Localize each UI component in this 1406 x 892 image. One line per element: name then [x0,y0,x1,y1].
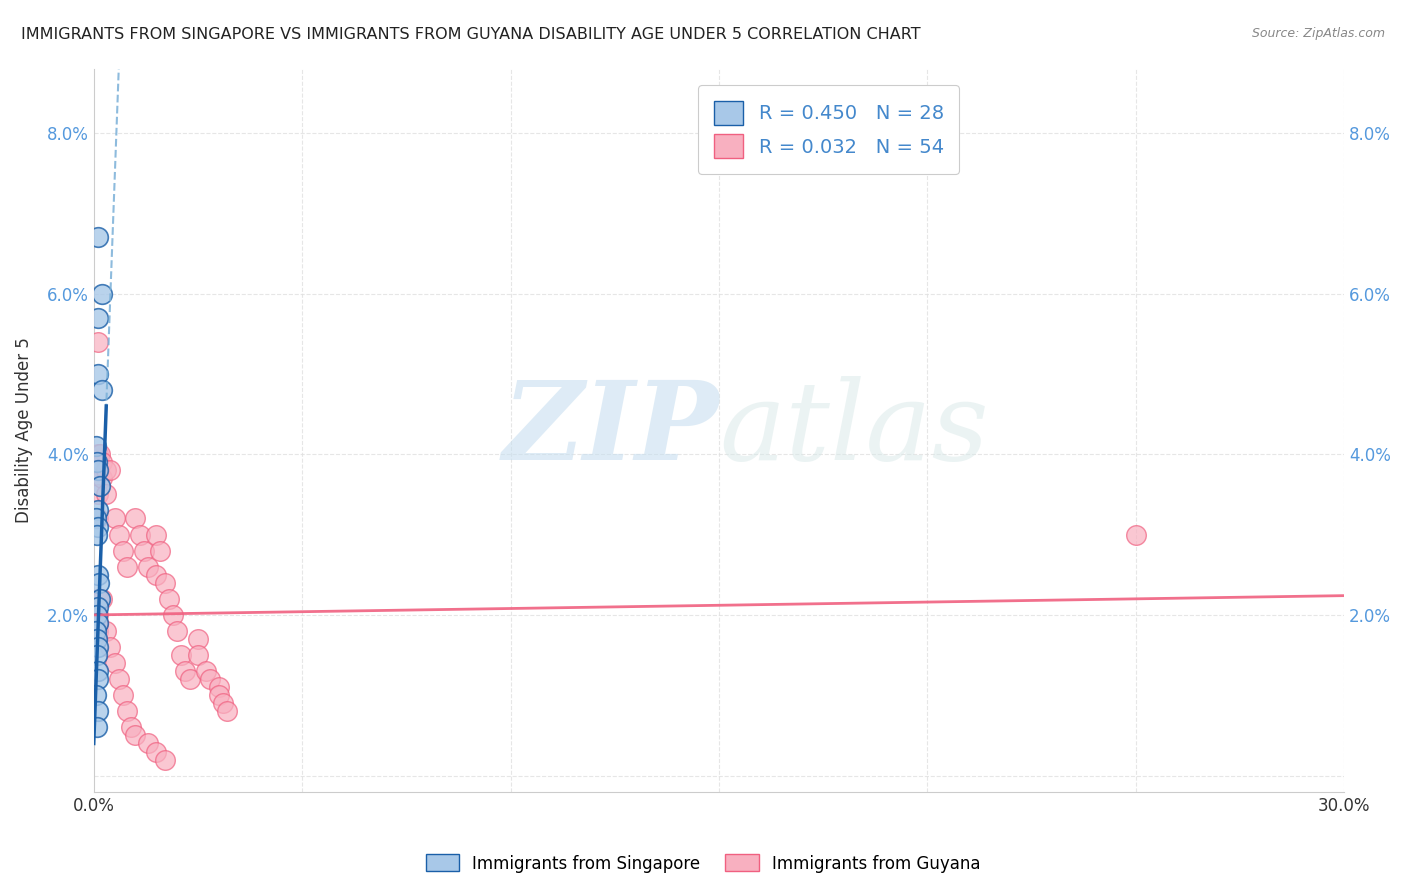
Point [84,439,107,453]
Point [187,648,209,662]
Point [87,640,110,654]
Point [124,511,146,525]
Point [100,463,122,477]
Point [87,567,110,582]
Point [87,575,110,590]
Point [157,591,180,606]
Point [87,624,110,638]
Point [145,567,167,582]
Point [87,230,110,244]
Point [136,559,159,574]
Y-axis label: Disability Age Under 5: Disability Age Under 5 [15,337,32,523]
Point [128,527,150,541]
Point [86,607,108,622]
Text: IMMIGRANTS FROM SINGAPORE VS IMMIGRANTS FROM GUYANA DISABILITY AGE UNDER 5 CORRE: IMMIGRANTS FROM SINGAPORE VS IMMIGRANTS … [21,27,921,42]
Point [217,704,239,718]
Text: ZIP: ZIP [502,376,718,483]
Point [179,672,201,686]
Point [87,463,110,477]
Point [87,310,110,325]
Point [208,688,231,702]
Point [89,591,111,606]
Point [87,463,110,477]
Point [86,455,108,469]
Point [107,672,129,686]
Point [153,575,176,590]
Point [195,664,218,678]
Point [96,624,118,638]
Point [91,383,114,397]
Point [91,455,114,469]
Point [87,487,110,501]
Point [86,527,108,541]
Point [87,519,110,533]
Point [104,511,127,525]
Point [87,615,110,630]
Text: atlas: atlas [718,376,988,483]
Point [96,463,118,477]
Point [96,487,118,501]
Point [87,615,110,630]
Point [187,632,209,646]
Legend: R = 0.450   N = 28, R = 0.032   N = 54: R = 0.450 N = 28, R = 0.032 N = 54 [699,86,959,174]
Point [86,720,108,734]
Point [1125,527,1147,541]
Point [208,680,231,694]
Point [84,624,107,638]
Text: Source: ZipAtlas.com: Source: ZipAtlas.com [1251,27,1385,40]
Point [174,664,197,678]
Point [91,591,114,606]
Point [104,656,127,670]
Point [100,640,122,654]
Point [84,511,107,525]
Point [120,720,142,734]
Point [87,591,110,606]
Point [115,559,138,574]
Point [91,286,114,301]
Point [89,479,111,493]
Point [87,334,110,349]
Point [132,543,155,558]
Point [200,672,222,686]
Point [111,543,134,558]
Point [86,632,108,646]
Point [170,648,193,662]
Point [124,728,146,742]
Point [149,543,172,558]
Point [86,664,108,678]
Point [87,447,110,461]
Point [87,511,110,525]
Point [87,599,110,614]
Point [87,503,110,517]
Point [162,607,184,622]
Point [115,704,138,718]
Point [166,624,188,638]
Point [136,737,159,751]
Point [107,527,129,541]
Point [145,745,167,759]
Point [89,447,111,461]
Point [91,471,114,485]
Point [84,688,107,702]
Point [87,704,110,718]
Legend: Immigrants from Singapore, Immigrants from Guyana: Immigrants from Singapore, Immigrants fr… [419,847,987,880]
Point [145,527,167,541]
Point [153,753,176,767]
Point [111,688,134,702]
Point [212,696,235,710]
Point [87,607,110,622]
Point [86,648,108,662]
Point [87,672,110,686]
Point [87,367,110,381]
